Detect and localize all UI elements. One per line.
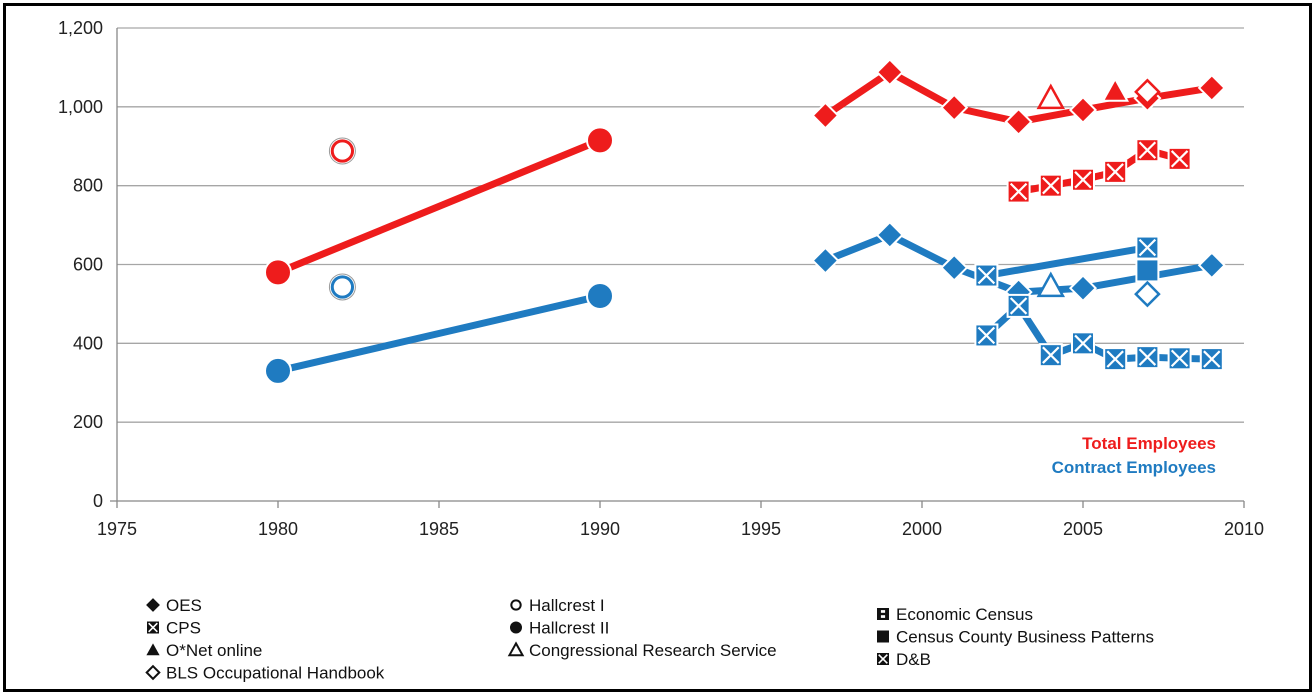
legend-label: OES xyxy=(166,596,202,615)
data-point xyxy=(1135,345,1160,370)
legend-label: Hallcrest II xyxy=(529,619,609,638)
data-point xyxy=(1068,274,1098,303)
y-tick-label: 400 xyxy=(73,333,103,353)
data-point xyxy=(1167,146,1192,171)
data-point xyxy=(1135,235,1160,260)
data-point xyxy=(1068,95,1098,125)
legend-marker xyxy=(510,599,522,611)
data-point xyxy=(264,258,292,287)
legend-marker xyxy=(507,641,525,657)
series-line xyxy=(274,136,604,276)
legend-label: D&B xyxy=(896,650,931,669)
data-point xyxy=(1004,107,1033,136)
data-point xyxy=(1038,173,1063,198)
legend-label: Congressional Research Service xyxy=(529,641,777,660)
data-point xyxy=(328,273,356,301)
legend-label: CPS xyxy=(166,619,201,638)
data-point xyxy=(940,93,969,122)
data-point xyxy=(811,101,840,130)
legend-marker xyxy=(877,608,889,620)
data-point xyxy=(1036,83,1066,110)
y-tick-label: 1,000 xyxy=(58,97,103,117)
data-point xyxy=(940,253,969,282)
legend-marker xyxy=(145,664,161,681)
legend-marker xyxy=(146,643,160,656)
legend-marker xyxy=(146,598,160,612)
data-point xyxy=(1135,258,1160,283)
y-tick-label: 200 xyxy=(73,412,103,432)
data-point xyxy=(264,356,292,385)
series-line xyxy=(274,292,604,375)
legend-label: BLS Occupational Handbook xyxy=(166,664,385,683)
x-tick-label: 1980 xyxy=(258,519,298,539)
legend-marker xyxy=(147,621,159,634)
y-tick-label: 600 xyxy=(73,255,103,275)
x-tick-label: 2000 xyxy=(902,519,942,539)
data-point xyxy=(811,246,840,275)
y-tick-label: 1,200 xyxy=(58,18,103,38)
legend-marker xyxy=(877,653,889,665)
y-tick-label: 800 xyxy=(73,176,103,196)
x-tick-label: 1990 xyxy=(580,519,620,539)
data-point xyxy=(875,58,904,87)
chart-svg: 0 200 400 600 800 1,000 1,200 1975 1980 1985 1990 1… xyxy=(58,18,1264,683)
data-point xyxy=(1167,346,1192,371)
x-tick-label: 1975 xyxy=(97,519,137,539)
data-point xyxy=(974,323,999,348)
legend-label: Economic Census xyxy=(896,605,1033,624)
legend-label: Hallcrest I xyxy=(529,596,605,615)
data-point xyxy=(1006,293,1031,318)
data-point xyxy=(1135,138,1160,163)
data-point xyxy=(586,282,614,311)
x-tick-label: 1995 xyxy=(741,519,781,539)
data-point xyxy=(1197,251,1226,280)
data-point xyxy=(1134,280,1161,308)
data-point xyxy=(974,263,999,288)
data-point xyxy=(1197,73,1226,102)
x-tick-label: 1985 xyxy=(419,519,459,539)
data-point xyxy=(1134,78,1161,106)
data-point xyxy=(1071,167,1095,192)
legend-label: Census County Business Patterns xyxy=(896,628,1154,647)
data-point xyxy=(1101,76,1129,102)
data-point xyxy=(1036,271,1066,298)
x-tick-label: 2005 xyxy=(1063,519,1103,539)
data-point xyxy=(1006,179,1031,204)
chart-frame: 0 200 400 600 800 1,000 1,200 1975 1980 1985 1990 1… xyxy=(3,3,1312,692)
data-point xyxy=(1071,331,1095,356)
y-tick-label: 0 xyxy=(93,491,103,511)
data-point xyxy=(586,126,614,155)
legend-marker xyxy=(877,630,889,643)
series-annotation: Total Employees xyxy=(1082,434,1216,453)
data-point xyxy=(328,137,356,165)
series-line xyxy=(982,244,1151,280)
data-point xyxy=(1199,347,1224,372)
data-point xyxy=(875,220,904,250)
legend-label: O*Net online xyxy=(166,641,262,660)
legend-marker xyxy=(510,621,522,634)
series-annotation: Contract Employees xyxy=(1052,458,1216,477)
data-point xyxy=(1103,347,1128,372)
x-tick-label: 2010 xyxy=(1224,519,1264,539)
data-point xyxy=(1103,159,1128,184)
data-point xyxy=(1038,343,1063,368)
